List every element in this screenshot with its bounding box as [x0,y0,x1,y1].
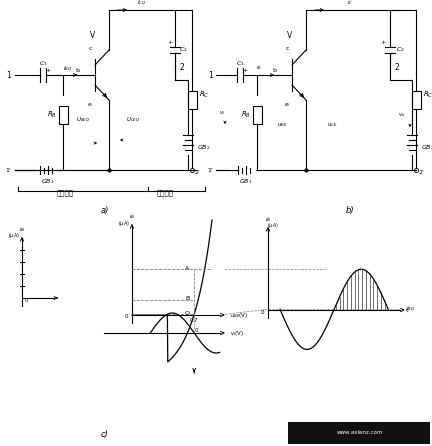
Text: c: c [88,45,92,50]
Text: 2: 2 [394,62,399,71]
Text: 1: 1 [208,70,213,79]
Text: $i_B$: $i_B$ [255,63,261,72]
Text: $C_2$: $C_2$ [396,45,404,54]
Text: $v_i$(V): $v_i$(V) [230,329,244,338]
Text: 输入回路: 输入回路 [57,190,73,196]
Text: a): a) [101,206,109,215]
Text: ($\mu$A): ($\mu$A) [267,222,279,231]
Text: $C_1$: $C_1$ [235,60,245,68]
Text: $R_C$: $R_C$ [199,90,209,100]
Text: $U_{BEQ}$: $U_{BEQ}$ [76,116,90,124]
Text: $C_1$: $C_1$ [38,60,48,68]
Text: c): c) [101,430,109,439]
Text: 0: 0 [194,327,198,333]
Text: $u_{BE}$: $u_{BE}$ [277,121,287,129]
Text: $U_{CEQ}$: $U_{CEQ}$ [126,116,140,124]
Text: +: + [167,41,173,45]
Text: b: b [75,67,79,73]
Text: 0: 0 [124,314,128,319]
Text: e: e [88,103,92,107]
Text: 1': 1' [207,168,213,173]
Text: +: + [380,41,386,45]
Bar [187,91,197,109]
Text: $GB_1$: $GB_1$ [239,178,253,186]
Text: b: b [272,67,276,73]
Text: 1: 1 [6,70,11,79]
Text: 1': 1' [5,168,11,173]
Text: 2': 2' [418,169,424,174]
Bar [412,91,420,109]
Text: $I_{CQ}$: $I_{CQ}$ [137,0,146,8]
Text: c: c [285,45,289,50]
Text: $u_{BE}$(V): $u_{BE}$(V) [230,310,248,319]
Text: t: t [406,307,409,313]
Text: $u_{CE}$: $u_{CE}$ [327,121,337,129]
Text: V: V [90,30,95,40]
Text: 2': 2' [194,169,200,174]
Text: $GB_2$: $GB_2$ [197,144,211,153]
Text: $I_{BQ}$: $I_{BQ}$ [63,64,72,74]
Text: Q: Q [185,311,190,316]
Text: t: t [193,371,195,376]
Text: $R_B$: $R_B$ [241,110,251,120]
Bar [288,422,430,444]
Text: $i_B$: $i_B$ [265,215,271,224]
Text: $R_C$: $R_C$ [423,90,432,100]
Text: B: B [185,296,189,301]
Text: +: + [45,67,51,73]
Text: 0.7: 0.7 [190,318,198,322]
Text: $GB_1$: $GB_1$ [41,178,55,186]
Text: e: e [285,103,289,107]
Text: $R_B$: $R_B$ [47,110,57,120]
Text: $i_B$: $i_B$ [129,213,135,222]
Text: $GB_2$: $GB_2$ [421,144,432,153]
Text: $C_2$: $C_2$ [179,45,187,54]
Text: www.axlenz.com: www.axlenz.com [337,430,383,435]
Text: b): b) [346,206,354,215]
Text: 2: 2 [180,62,184,71]
Text: V: V [287,30,292,40]
Text: ($\mu$A): ($\mu$A) [118,219,130,227]
Text: +: + [242,67,248,73]
Text: $I_{BQ}$: $I_{BQ}$ [406,305,415,314]
Text: 输出回路: 输出回路 [156,190,174,196]
Text: $i_B$: $i_B$ [19,226,25,235]
Text: $v_o$: $v_o$ [398,111,406,119]
Text: $i_C$: $i_C$ [347,0,354,8]
Text: A: A [185,266,189,271]
Text: ($\mu$A): ($\mu$A) [8,231,20,240]
Bar [252,106,261,124]
Text: 0: 0 [25,297,29,302]
Bar [58,106,67,124]
Text: $v_i$: $v_i$ [219,109,225,117]
Text: 0: 0 [260,310,264,314]
